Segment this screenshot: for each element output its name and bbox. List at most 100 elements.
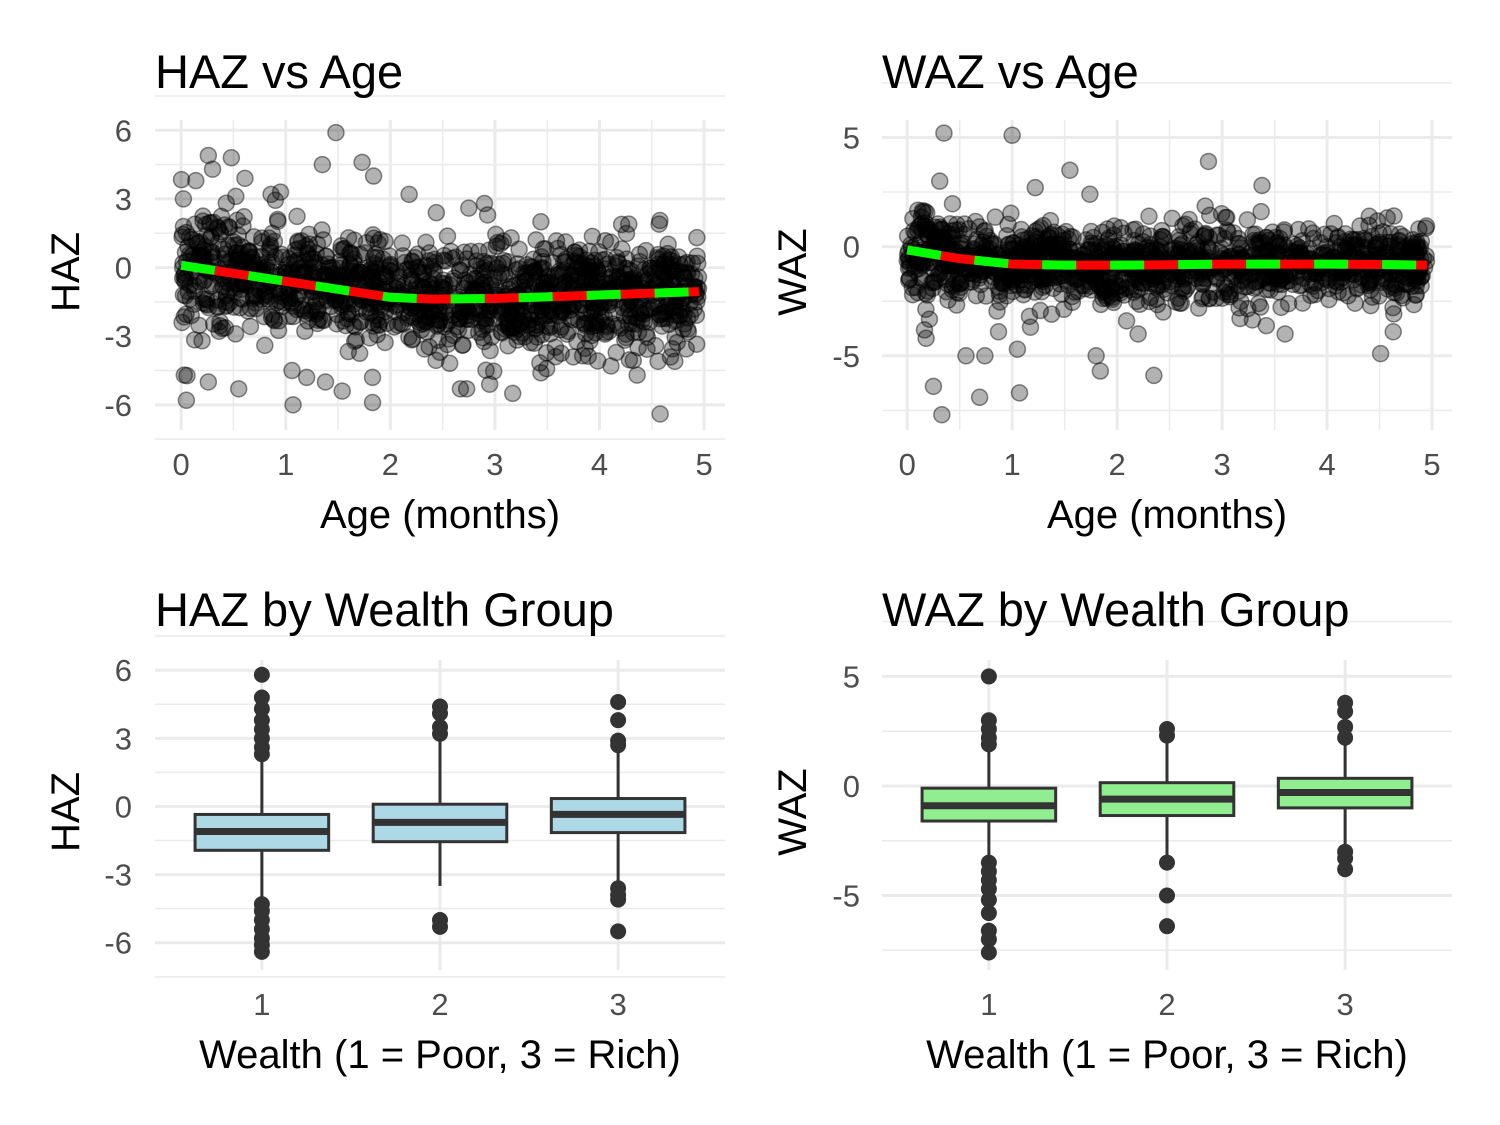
scatter-point — [522, 311, 541, 329]
outlier-point — [610, 891, 627, 908]
scatter-point — [991, 293, 1009, 311]
scatter-point — [397, 261, 415, 280]
scatter-point — [675, 305, 693, 323]
scatter-point — [1140, 207, 1158, 226]
scatter-point — [400, 307, 418, 325]
outlier-point — [432, 718, 448, 735]
scatter-point — [552, 318, 571, 336]
scatter-point — [327, 315, 346, 333]
scatter-point — [609, 253, 627, 271]
x-tick-label: 2 — [1158, 987, 1175, 1022]
scatter-point — [540, 300, 558, 319]
scatter-point — [649, 245, 667, 264]
scatter-point — [1145, 366, 1163, 385]
scatter-point — [905, 222, 923, 240]
scatter-point — [309, 302, 327, 321]
scatter-point — [1344, 236, 1362, 255]
scatter-point — [510, 240, 528, 258]
scatter-point — [581, 271, 599, 290]
scatter-point — [376, 267, 395, 286]
scatter-point — [492, 302, 510, 321]
scatter-point — [488, 233, 507, 252]
scatter-point — [666, 328, 684, 346]
scatter-point — [533, 309, 552, 328]
x-axis-title: Wealth (1 = Poor, 3 = Rich) — [926, 1033, 1408, 1077]
scatter-point — [629, 338, 647, 357]
scatter-point — [266, 191, 285, 210]
scatter-point — [194, 212, 212, 230]
scatter-point — [665, 311, 683, 330]
scatter-point — [566, 252, 584, 270]
scatter-point — [183, 231, 201, 249]
scatter-point — [1052, 285, 1071, 303]
scatter-point — [331, 293, 349, 312]
scatter-point — [943, 280, 961, 299]
scatter-point — [364, 226, 382, 244]
scatter-point — [284, 396, 302, 414]
scatter-point — [361, 304, 380, 322]
scatter-point — [475, 332, 493, 351]
scatter-point — [1092, 237, 1110, 256]
scatter-point — [286, 289, 305, 308]
scatter-point — [515, 307, 533, 325]
scatter-point — [531, 269, 549, 288]
scatter-point — [664, 262, 683, 280]
scatter-point — [411, 311, 430, 329]
scatter-point — [657, 267, 675, 286]
scatter-point — [933, 405, 951, 424]
scatter-point — [392, 314, 410, 333]
scatter-point — [268, 294, 286, 312]
scatter-point — [1200, 206, 1219, 225]
scatter-point — [216, 293, 234, 311]
x-tick-label: 1 — [980, 987, 997, 1022]
scatter-point — [395, 303, 413, 322]
scatter-point — [666, 298, 684, 316]
scatter-point — [414, 314, 433, 333]
scatter-point — [467, 256, 485, 275]
scatter-point — [255, 287, 273, 305]
scatter-point — [1199, 238, 1217, 257]
scatter-point — [1087, 347, 1105, 365]
scatter-point — [297, 368, 316, 387]
scatter-point — [318, 292, 337, 310]
scatter-point — [561, 309, 579, 327]
scatter-point — [1002, 204, 1020, 222]
y-axis-title: WAZ — [771, 228, 815, 315]
scatter-point — [533, 325, 551, 344]
scatter-point — [596, 260, 615, 278]
outlier-point — [253, 666, 270, 683]
scatter-point — [410, 313, 429, 332]
scatter-point — [552, 245, 570, 264]
scatter-point — [657, 252, 675, 270]
scatter-point — [188, 234, 207, 253]
scatter-point — [232, 289, 251, 308]
scatter-point — [213, 319, 232, 338]
scatter-point — [547, 232, 566, 250]
scatter-point — [307, 254, 325, 272]
scatter-point — [443, 249, 462, 268]
x-tick-label: 2 — [1109, 447, 1126, 482]
scatter-point — [235, 208, 253, 226]
scatter-point — [288, 207, 306, 226]
scatter-point — [460, 302, 478, 321]
scatter-point — [456, 271, 474, 289]
scatter-point — [616, 271, 634, 290]
scatter-point — [476, 273, 494, 292]
scatter-point — [364, 167, 383, 185]
scatter-point — [216, 245, 234, 263]
scatter-point — [591, 298, 609, 317]
scatter-point — [341, 262, 360, 280]
scatter-point — [603, 267, 622, 286]
scatter-point — [282, 294, 301, 312]
scatter-point — [172, 170, 191, 189]
scatter-point — [363, 393, 382, 412]
scatter-point — [619, 271, 637, 289]
scatter-point — [575, 316, 594, 334]
scatter-point — [534, 240, 553, 258]
panel-haz-vs-age: -6 -3 0 3 6 0 1 2 3 4 5 — [104, 95, 725, 482]
scatter-point — [462, 242, 480, 261]
scatter-point — [629, 299, 648, 317]
scatter-point — [323, 259, 342, 277]
scatter-point — [525, 334, 544, 352]
scatter-point — [678, 263, 696, 282]
